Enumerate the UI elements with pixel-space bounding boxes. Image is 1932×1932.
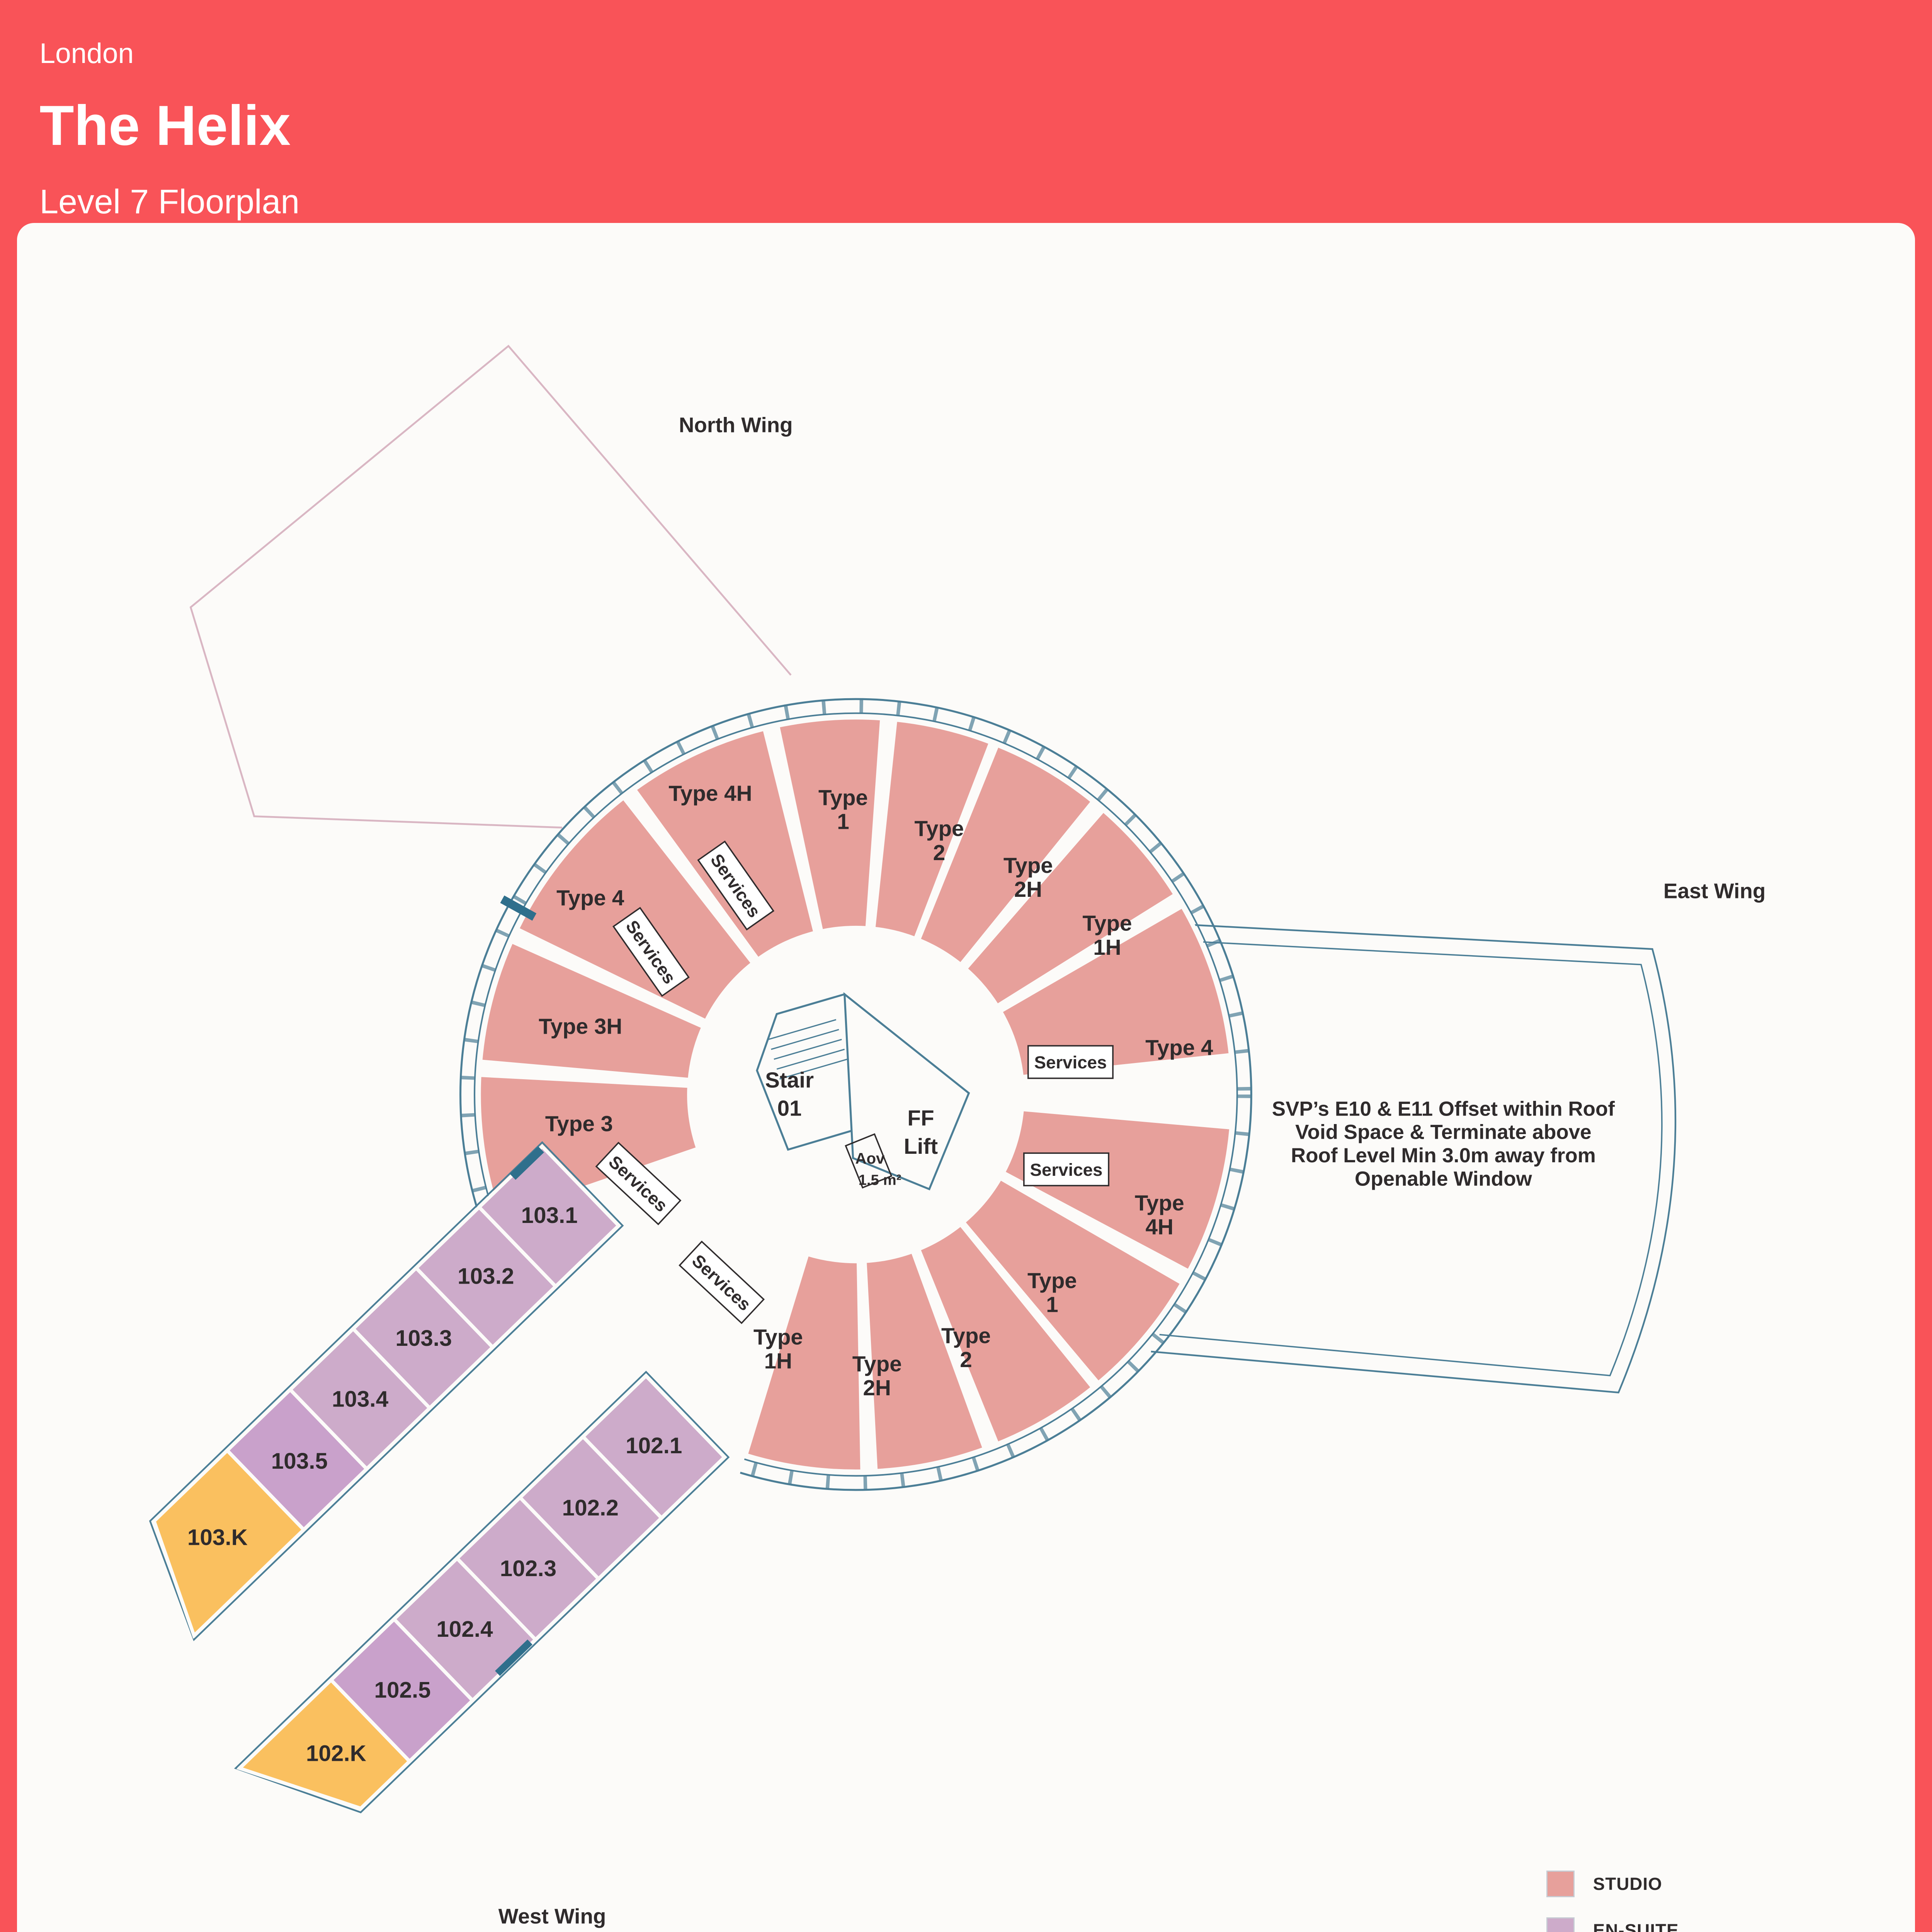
- room-wedge-type4-right: [997, 903, 1233, 1080]
- svp-annotation-line-0: SVP’s E10 & E11 Offset within Roof: [1272, 1097, 1615, 1120]
- room-label-102.1: 102.1: [626, 1433, 682, 1458]
- stair-label: Stair 01: [765, 1068, 814, 1121]
- plan-labels: Type 4 Type 4H Type 1 Type 2 Type 2H Type 1H Type …: [187, 413, 1766, 1928]
- legend-swatch-studio: [1546, 1871, 1575, 1898]
- room-wedge-type1h-top: [962, 807, 1179, 1009]
- room-label-103.K: 103.K: [187, 1525, 248, 1550]
- stair-tread: [768, 1019, 837, 1040]
- services-box: [1027, 1045, 1114, 1079]
- legend-label-ensuite: EN-SUITE: [1593, 1920, 1679, 1932]
- legend-swatch-ensuite: [1546, 1917, 1575, 1932]
- room-wedge-type2-bottomright: [915, 1221, 1096, 1447]
- room-wedge-type4h-right: [1000, 1107, 1234, 1275]
- room-wedge-type1-lowerright: [960, 1175, 1185, 1386]
- room-label-type2-bottomright: Type 2: [941, 1324, 991, 1372]
- services-box: [1023, 1152, 1109, 1187]
- central-core: [756, 992, 970, 1190]
- aov-outline: [845, 1133, 893, 1189]
- services-label: Services: [1030, 1160, 1103, 1180]
- west-wing: [149, 1141, 730, 1813]
- east-wing-outline: [1151, 924, 1677, 1394]
- room-label-103.3: 103.3: [395, 1326, 452, 1351]
- legend-label-studio: STUDIO: [1593, 1874, 1662, 1894]
- room-wedge-type4-left: [514, 794, 757, 1024]
- services-box: [679, 1240, 765, 1324]
- room-103-k: [152, 1448, 306, 1639]
- services-label: Services: [1034, 1053, 1107, 1072]
- room-label-102.2: 102.2: [562, 1495, 619, 1520]
- room-wedge-type1h-bottomleft: [743, 1251, 865, 1474]
- stair-tread: [779, 1058, 848, 1080]
- room-label-102.4: 102.4: [436, 1617, 493, 1642]
- wing-label-east-wing: East Wing: [1663, 879, 1765, 903]
- rotunda-outer-wall: [459, 698, 1252, 1491]
- room-label-type1-lowerright: Type 1: [1027, 1269, 1077, 1317]
- window-accent: [495, 1639, 532, 1676]
- room-label-102.3: 102.3: [500, 1556, 556, 1581]
- legend-row-studio: STUDIO: [1546, 1870, 1801, 1898]
- lift-label: FF Lift: [904, 1106, 938, 1159]
- services-box: [697, 840, 775, 931]
- room-label-type3: Type 3: [545, 1112, 613, 1136]
- room-label-103.5: 103.5: [271, 1449, 328, 1474]
- west-wing-row103-outline: [149, 1141, 624, 1641]
- stair-tread: [776, 1049, 845, 1070]
- west-wing-row102-outline: [234, 1371, 730, 1813]
- room-label-103.1: 103.1: [521, 1203, 578, 1228]
- header: London The Helix Level 7 Floorplan: [39, 34, 299, 223]
- rotunda-window-ticks: [461, 700, 1251, 1490]
- room-label-type1h-top: Type 1H: [1082, 912, 1132, 960]
- window-accent: [500, 895, 537, 921]
- room-label-102.K: 102.K: [306, 1741, 366, 1766]
- room-label-type2-top: Type 2: [915, 817, 964, 865]
- wing-label-north-wing: North Wing: [679, 413, 793, 437]
- aov-label: Aov: [855, 1150, 885, 1167]
- rotunda-inner-wall: [474, 712, 1238, 1477]
- stair-tread: [774, 1039, 842, 1060]
- room-wedge-type3h: [478, 938, 707, 1082]
- header-subtitle: Level 7 Floorplan: [39, 182, 300, 221]
- svp-annotation-line-3: Openable Window: [1355, 1167, 1532, 1190]
- room-label-type4-right: Type 4: [1145, 1036, 1213, 1060]
- room-label-type4h-right: Type 4H: [1135, 1191, 1184, 1239]
- room-wedge-type2h-bottom: [862, 1248, 988, 1473]
- north-wing-outline: [189, 345, 792, 829]
- east-wing-outline-inner: [1159, 941, 1663, 1376]
- services-room-3: Services: [1023, 1152, 1109, 1187]
- room-wedge-type2-top: [871, 717, 994, 942]
- room-label-103.2: 103.2: [457, 1264, 514, 1289]
- services-box: [612, 906, 690, 997]
- aov-area-label: 1.5 m²: [859, 1172, 901, 1189]
- room-label-type1-top: Type 1: [818, 786, 868, 834]
- header-city: London: [39, 37, 134, 69]
- room-label-type4h-top: Type 4H: [668, 781, 752, 806]
- lift-outline: [843, 992, 970, 1190]
- header-title: The Helix: [39, 94, 291, 157]
- stair-tread: [771, 1029, 839, 1050]
- window-accent: [510, 1146, 544, 1180]
- room-label-type3h: Type 3H: [539, 1014, 622, 1039]
- room-label-103.4: 103.4: [332, 1386, 389, 1412]
- wing-label-west-wing: West Wing: [498, 1904, 606, 1928]
- room-wedge-type1-top: [775, 715, 884, 934]
- room-label-type2h-bottom: Type 2H: [852, 1352, 902, 1400]
- plan-canvas: [17, 223, 1915, 1932]
- room-label-102.5: 102.5: [374, 1677, 431, 1702]
- svp-annotation-line-2: Roof Level Min 3.0m away from: [1291, 1144, 1596, 1167]
- room-label-type4-left: Type 4: [556, 886, 624, 910]
- room-wedge-type2h-top: [915, 742, 1096, 968]
- room-label-type2h-top: Type 2H: [1003, 854, 1053, 902]
- legend-row-ensuite: EN-SUITE: [1546, 1917, 1801, 1932]
- services-room-2: Services: [1027, 1045, 1114, 1079]
- services-box: [595, 1141, 682, 1225]
- svp-annotation-line-1: Void Space & Terminate above: [1295, 1121, 1592, 1144]
- room-label-type1h-bottomleft: Type 1H: [753, 1325, 803, 1374]
- room-102-k: [236, 1677, 412, 1811]
